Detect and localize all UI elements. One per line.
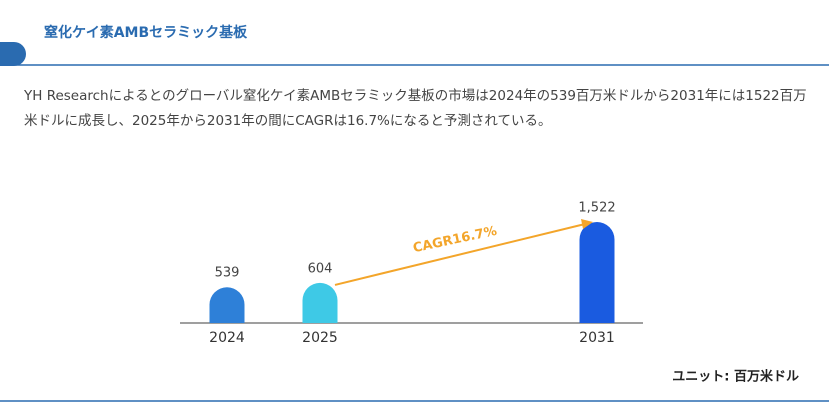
cagr-label: CAGR16.7% bbox=[412, 224, 499, 256]
value-label: 539 bbox=[215, 266, 240, 281]
bar bbox=[302, 282, 338, 323]
arrow-head bbox=[581, 219, 593, 229]
tab-decoration bbox=[0, 42, 26, 66]
x-tick-label: 2024 bbox=[209, 330, 245, 346]
value-label: 604 bbox=[308, 261, 333, 276]
x-tick-label: 2031 bbox=[579, 330, 615, 346]
bar bbox=[579, 222, 615, 323]
cagr-arrow bbox=[334, 223, 586, 286]
unit-label: ユニット: 百万米ドル bbox=[672, 369, 799, 385]
description: YH Researchによるとのグローバル窒化ケイ素AMBセラミック基板の市場は… bbox=[24, 88, 807, 129]
bar bbox=[209, 287, 245, 323]
value-label: 1,522 bbox=[578, 201, 615, 216]
x-tick-label: 2025 bbox=[302, 330, 338, 346]
page-title: 窒化ケイ素AMBセラミック基板 bbox=[44, 25, 248, 41]
